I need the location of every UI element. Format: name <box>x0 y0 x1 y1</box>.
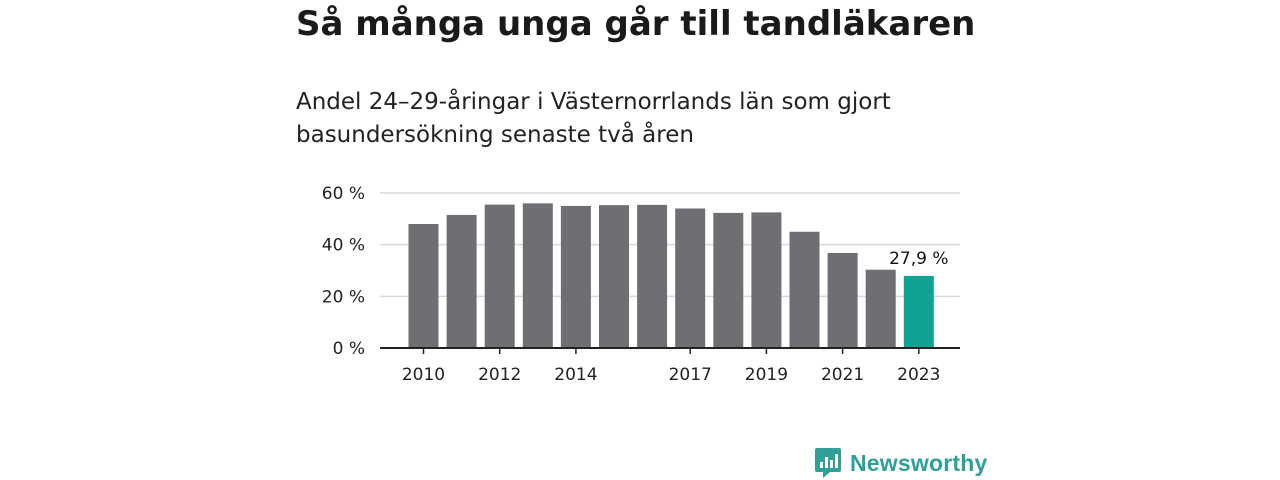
bar-chart: 0 % 20 % 40 % 60 % 2010 2012 2014 2017 2019 2021 2… <box>322 184 960 385</box>
y-tick-label: 20 % <box>322 287 365 307</box>
bar-2019 <box>751 212 782 348</box>
bar-2018 <box>713 212 744 348</box>
x-tick-label: 2019 <box>745 365 788 385</box>
newsworthy-logo-icon <box>815 448 841 478</box>
newsworthy-logo: Newsworthy <box>814 446 987 480</box>
x-tick-label: 2012 <box>478 365 521 385</box>
bar-2014 <box>560 205 591 348</box>
chart-title: Så många unga går till tandläkaren <box>296 4 976 44</box>
x-tick-label: 2010 <box>402 365 445 385</box>
bar-2013 <box>522 203 553 348</box>
x-tick-label: 2017 <box>669 365 712 385</box>
bar-2021 <box>827 252 858 348</box>
y-tick-label: 60 % <box>322 184 365 204</box>
data-label: 27,9 % <box>889 249 948 269</box>
bar-2020 <box>789 231 820 348</box>
bar-2010 <box>408 224 439 348</box>
newsworthy-logo-text: Newsworthy <box>850 449 988 476</box>
bar-2022 <box>865 269 896 348</box>
bar-2012 <box>484 204 515 348</box>
bar-2023 <box>903 275 934 348</box>
chart-subtitle: Andel 24–29-åringar i Västernorrlands lä… <box>296 89 891 148</box>
bar-2011 <box>446 214 477 348</box>
x-tick-label: 2014 <box>554 365 597 385</box>
y-tick-label: 0 % <box>333 339 365 359</box>
x-tick-label: 2023 <box>897 365 940 385</box>
x-tick-label: 2021 <box>821 365 864 385</box>
bar-2015 <box>599 205 629 348</box>
bar-2016 <box>637 204 668 348</box>
bar-2017 <box>675 208 706 348</box>
y-tick-label: 40 % <box>322 236 365 256</box>
